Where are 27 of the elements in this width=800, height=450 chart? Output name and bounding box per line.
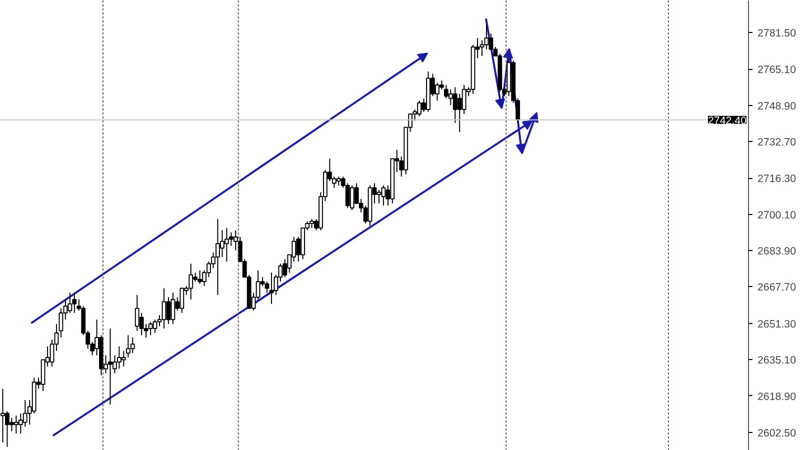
y-tick-label: 2700.10 <box>758 209 796 222</box>
candlestick <box>269 272 274 304</box>
y-tick-label: 2781.50 <box>758 27 796 40</box>
candlestick <box>130 336 135 354</box>
candlestick <box>162 288 166 330</box>
y-tick-label: 2683.90 <box>758 246 796 258</box>
candlestick <box>484 24 489 50</box>
y-tick-label: 2765.10 <box>758 64 796 76</box>
candlestick <box>480 40 484 56</box>
candlestick <box>148 321 153 336</box>
y-tick-label: 2732.70 <box>758 136 796 148</box>
y-tick-label: 2635.10 <box>758 354 796 367</box>
candlestick <box>381 185 386 206</box>
candlestick <box>264 281 270 294</box>
candlestick <box>166 296 171 325</box>
y-tick-label: 2748.90 <box>758 100 796 112</box>
y-tick-label: 2602.50 <box>758 427 796 440</box>
y-tick-label: 2716.30 <box>758 173 796 186</box>
ref-line-label: 2742.40 <box>708 114 747 127</box>
candlestick <box>152 319 158 334</box>
y-tick-label: 2618.90 <box>758 390 796 403</box>
y-tick-label: 2651.30 <box>758 318 796 330</box>
candlestick <box>121 350 126 367</box>
candlestick <box>58 308 64 338</box>
candlestick <box>376 189 382 204</box>
candlestick <box>170 292 176 325</box>
y-tick-label: 2667.70 <box>758 282 796 294</box>
